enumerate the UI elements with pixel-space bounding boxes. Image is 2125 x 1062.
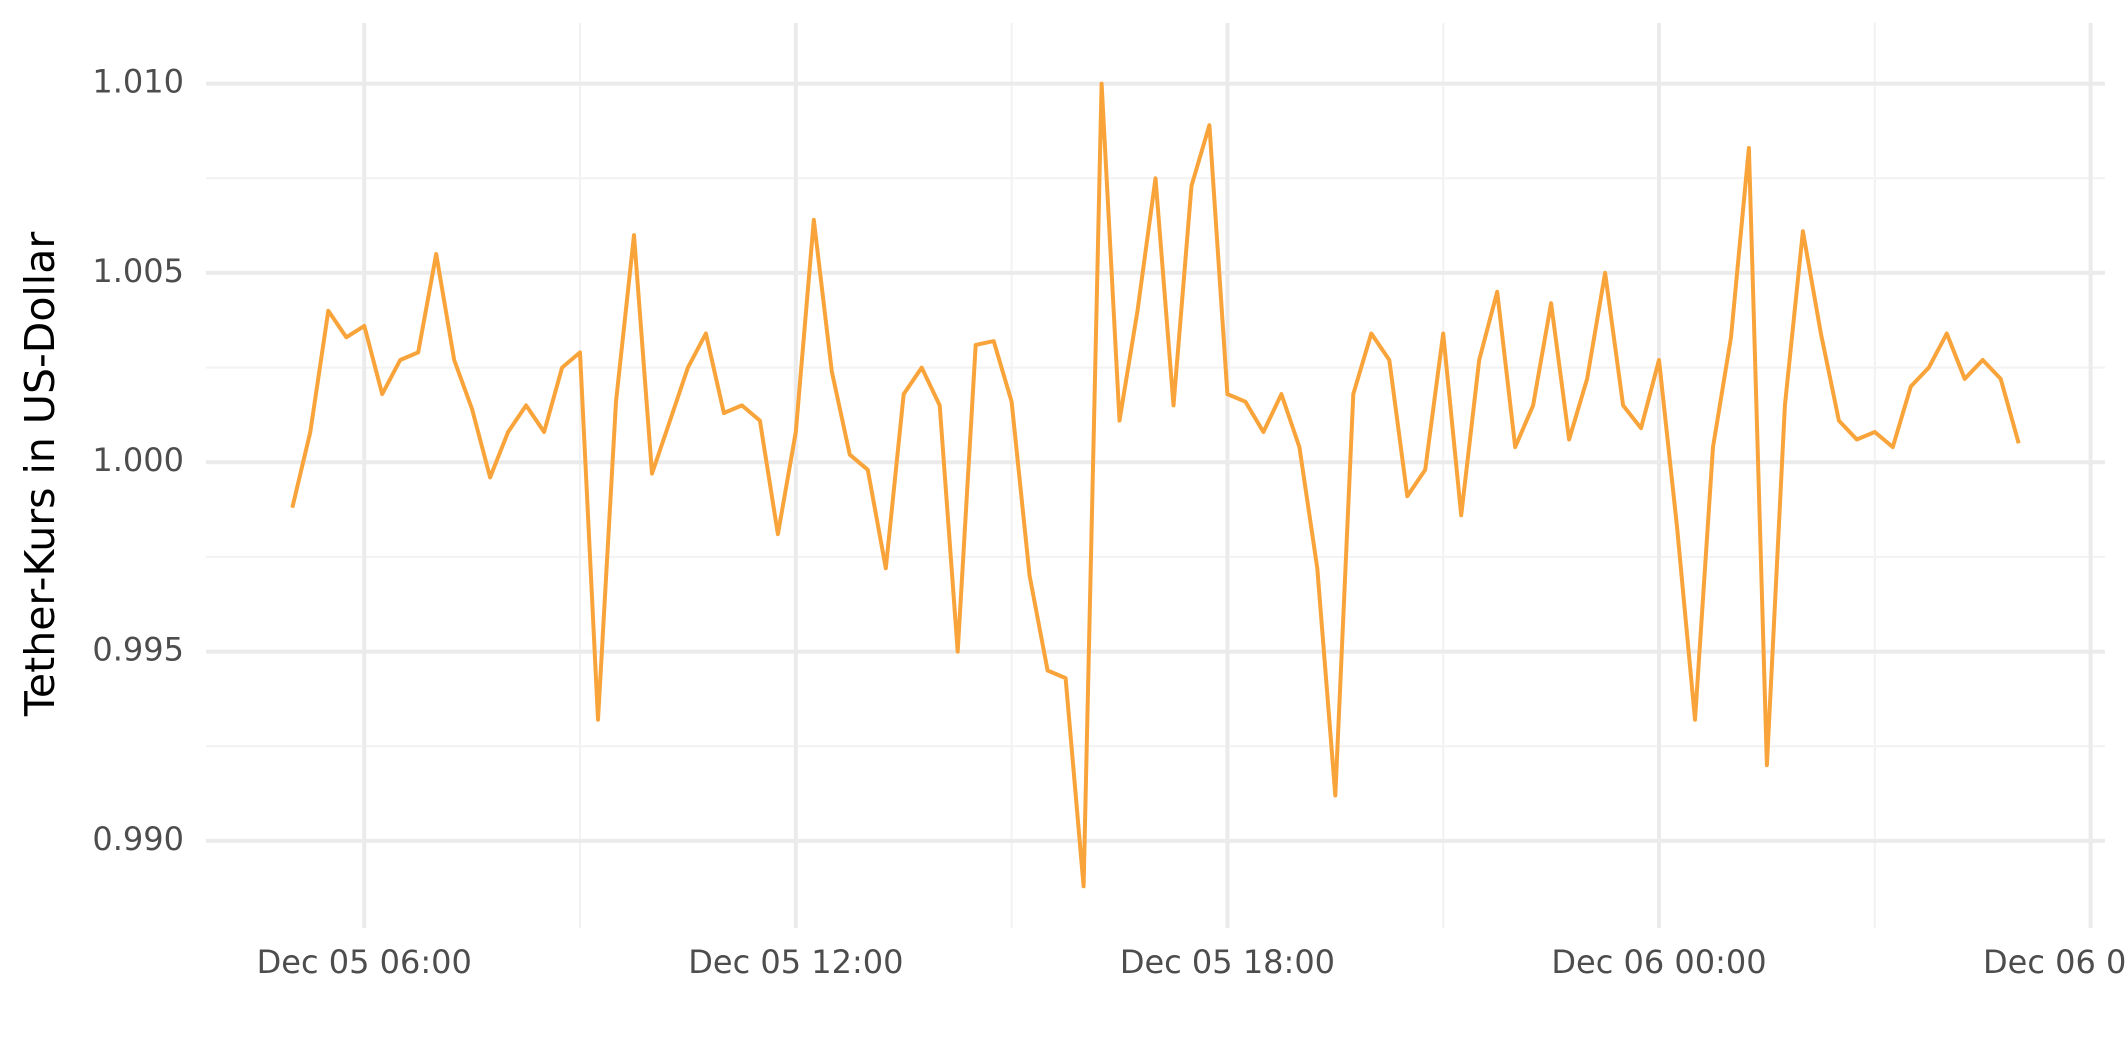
- price-line: [290, 81, 2021, 889]
- grid: [206, 23, 2105, 928]
- y-axis-title: Tether-Kurs in US-Dollar: [16, 232, 64, 717]
- y-tick-label: 1.010: [92, 63, 184, 101]
- y-tick-label: 0.990: [92, 820, 184, 858]
- x-tick-label: Dec 05 18:00: [1120, 943, 1335, 981]
- y-tick-label: 1.005: [92, 252, 184, 290]
- x-tick-label: Dec 05 06:00: [257, 943, 472, 981]
- x-tick-label: Dec 06 06:00: [1983, 943, 2125, 981]
- y-tick-label: 0.995: [92, 631, 184, 669]
- y-tick-label: 1.000: [92, 441, 184, 479]
- x-tick-label: Dec 05 12:00: [688, 943, 903, 981]
- x-tick-label: Dec 06 00:00: [1551, 943, 1766, 981]
